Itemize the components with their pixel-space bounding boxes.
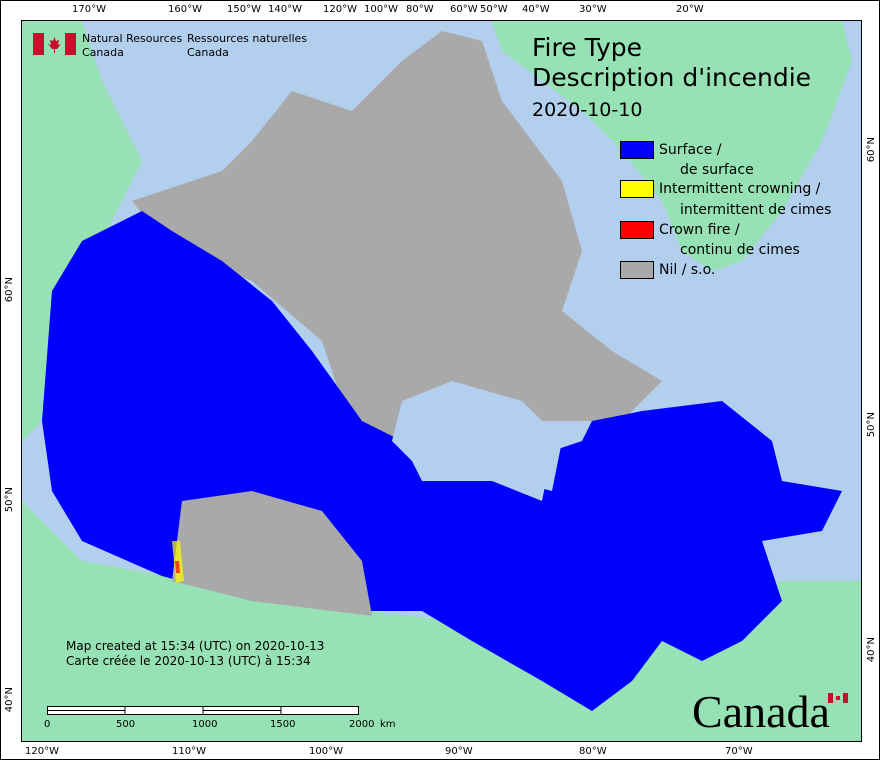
tick: 100°W [309,746,343,757]
legend-label: Surface / [659,142,722,158]
org-name-en-2: Canada [82,46,124,59]
tick: 40°N [4,687,15,713]
wordmark-flag-icon [828,693,848,703]
greenland-land [492,21,852,271]
tick: 140°W [268,4,302,15]
org-name-en: Natural Resources [82,32,183,45]
prairie-nodata-region [172,491,372,616]
fire-type-map[interactable]: Natural Resources Canada Ressources natu… [21,20,862,742]
tick: 80°W [406,4,434,15]
map-title: Fire Type [532,33,642,62]
scale-label: 1500 [270,719,296,730]
tick: 170°W [72,4,106,15]
map-title-fr: Description d'incendie [532,63,812,92]
scale-label: 2000 [349,719,375,730]
canada-flag-icon [33,33,76,55]
tick: 160°W [168,4,202,15]
tick: 40°N [866,637,877,663]
tick: 70°W [725,746,753,757]
canada-wordmark: Canada [692,686,830,737]
legend-swatch-nil [620,261,654,279]
org-name-fr-2: Canada [187,46,229,59]
map-date: 2020-10-10 [532,99,643,121]
legend-swatch-intermittent [620,180,654,198]
legend-label: Nil / s.o. [659,262,716,278]
arctic-nodata-land [132,31,662,441]
hudson-bay [392,381,562,491]
legend-label: de surface [680,162,754,178]
legend-label: intermittent de cimes [680,202,832,218]
tick: 50°W [480,4,508,15]
legend-swatch-surface [620,141,654,159]
legend-swatch-crown [620,221,654,239]
tick: 30°W [579,4,607,15]
scale-label: 1000 [192,719,218,730]
created-note-fr: Carte créée le 2020-10-13 (UTC) à 15:34 [66,654,311,668]
alaska-land [22,21,142,441]
tick: 120°W [25,746,59,757]
tick: 60°W [450,4,478,15]
crown-fire-area [175,561,180,573]
org-name-fr: Ressources naturelles [187,32,308,45]
tick: 50°N [4,487,15,513]
tick: 80°W [579,746,607,757]
created-note-en: Map created at 15:34 (UTC) on 2020-10-13 [66,639,325,653]
tick: 90°W [445,746,473,757]
map-canvas [22,21,861,741]
legend-label: Crown fire / [659,222,740,238]
scale-bar-graphic [47,706,359,715]
scale-label: 0 [44,719,51,730]
tick: 50°N [866,412,877,438]
scale-label: 500 [116,719,136,730]
tick: 60°N [4,277,15,303]
legend-label: Intermittent crowning / [659,181,821,197]
tick: 20°W [676,4,704,15]
legend-label: continu de cimes [680,242,800,258]
tick: 110°W [172,746,206,757]
tick: 60°N [866,137,877,163]
tick: 120°W [323,4,357,15]
tick: 150°W [227,4,261,15]
tick: 40°W [522,4,550,15]
scale-unit: km [380,719,396,730]
tick: 100°W [364,4,398,15]
